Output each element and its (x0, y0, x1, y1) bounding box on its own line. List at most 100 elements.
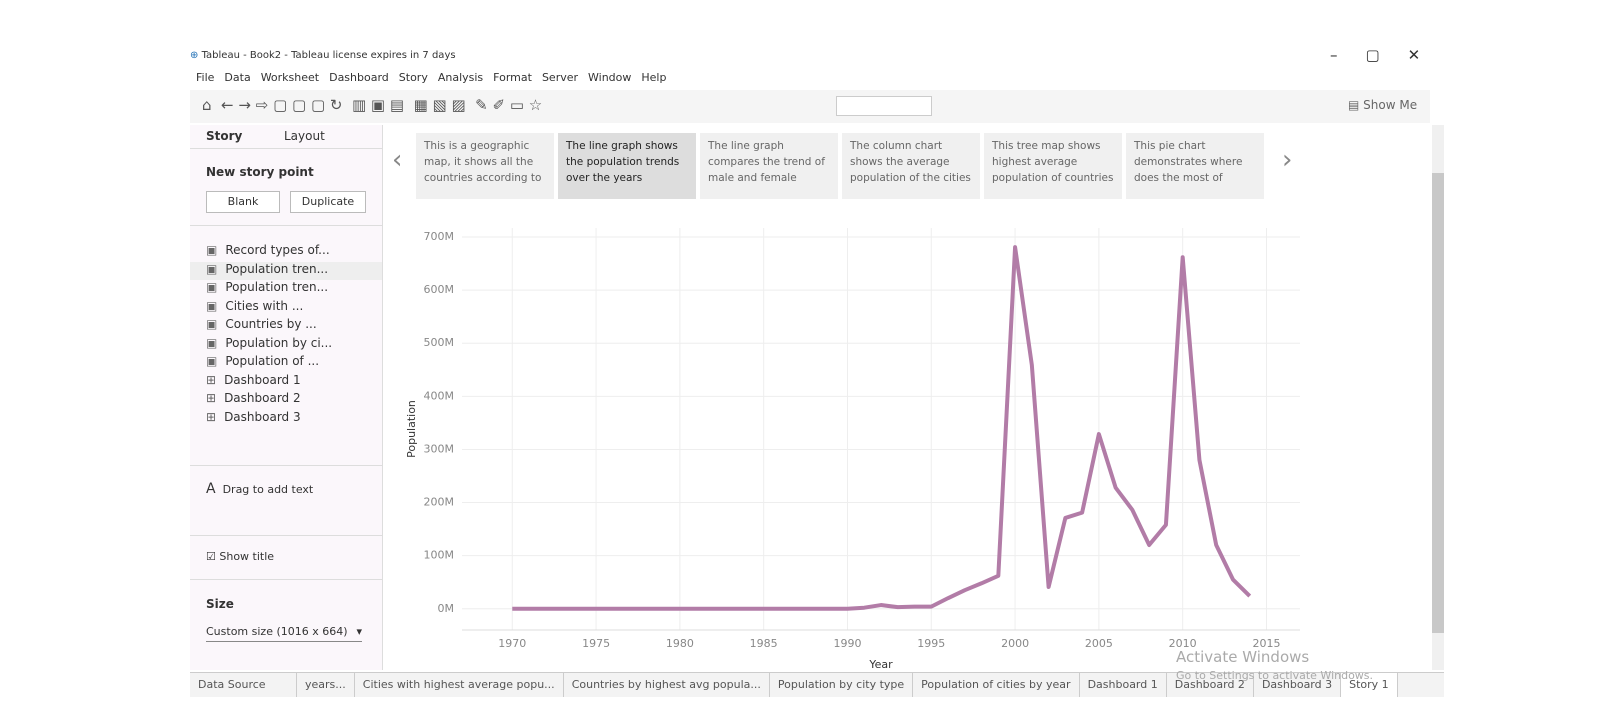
y-tick-label: 200M (424, 496, 455, 509)
sheet-item[interactable]: ▣ Population of ... (190, 354, 382, 373)
sheet-item[interactable]: ▣ Countries by ... (190, 317, 382, 336)
tab[interactable]: Story (206, 129, 243, 143)
show-me-text: Show Me (1363, 98, 1418, 112)
x-tick-label: 2000 (1001, 637, 1029, 650)
sheet-item[interactable]: ⊞ Dashboard 2 (190, 391, 382, 410)
menu-item[interactable]: Server (541, 71, 579, 84)
sheet-tab[interactable]: Cities with highest average popu... (355, 673, 564, 697)
sheet-item[interactable]: ▣ Population tren... (190, 261, 382, 280)
next-arrow[interactable]: › (1282, 145, 1293, 175)
sheet-name: Countries by ... (225, 317, 317, 331)
sheet-name: Record types of... (225, 243, 330, 257)
sheet-name: Cities with ... (225, 298, 304, 313)
sheet-tab[interactable]: Dashboard 3 (1254, 673, 1342, 697)
sheet-name: Dashboard 3 (224, 409, 301, 424)
menu-item[interactable]: File (196, 71, 215, 84)
x-tick-label: 1980 (666, 637, 694, 650)
sheet-name: Dashboard 1 (224, 372, 301, 387)
sheet-tab[interactable]: Dashboard 2 (1167, 673, 1254, 697)
sheet-tab[interactable]: Countries by highest avg popula... (564, 673, 770, 697)
sheet-icon: ▣ (206, 317, 218, 331)
tab[interactable]: Layout (284, 129, 325, 143)
menu-bar: File Data Worksheet Dashboard Story Analysis F… (196, 71, 666, 84)
story-panel: Story Layout New story point Blank Dupli… (190, 125, 383, 670)
window-controls[interactable]: –▢✕ (1330, 46, 1449, 64)
sheet-item[interactable]: ▣ Record types of... (190, 243, 382, 262)
sheet-item[interactable]: ▣ Population by ci... (190, 336, 382, 355)
sheet-tab[interactable]: Dashboard 1 (1080, 673, 1167, 697)
x-tick-label: 2010 (1169, 637, 1197, 650)
show-title[interactable]: ☑ Show title (206, 550, 275, 563)
title-text: Tableau - Book2 - Tableau license expire… (201, 50, 456, 61)
sheet-name: Population tren... (225, 280, 329, 294)
sheet-item[interactable]: ▣ Cities with ... (190, 299, 382, 318)
watermark: Go to Settings to activate Windows. (1176, 669, 1374, 682)
drag-text[interactable]: A Drag to add text (206, 481, 314, 497)
drag-text-label: Drag to add text (222, 483, 314, 496)
scrollbar[interactable] (1432, 125, 1444, 670)
sheet-tab[interactable]: years... (297, 673, 355, 697)
watermark: Activate Windows (1176, 648, 1310, 666)
toolbar-icons[interactable]: ⌂ ← → ⇨ ▢ ▢ ▢ ↻ ▥ ▣ ▤ ▦ ▧ ▨ ✎ ✐ ▭ ☆ (202, 96, 543, 114)
menu-item[interactable]: Data (224, 71, 251, 84)
story-point[interactable]: This pie chart demonstrates where does t… (1126, 133, 1264, 199)
sheet-icon: ▣ (206, 298, 218, 313)
sheet-name: Population tren... (225, 261, 329, 276)
sheet-icon: ▣ (206, 280, 218, 294)
prev-arrow[interactable]: ‹ (392, 145, 403, 175)
story-point[interactable]: This is a geographic map, it shows all t… (416, 133, 554, 199)
sheet-icon: ⊞ (206, 391, 217, 405)
x-axis-label: Year (868, 658, 893, 671)
button[interactable]: Duplicate (290, 191, 366, 213)
sheet-item[interactable]: ▣ Population tren... (190, 280, 382, 299)
menu-item[interactable]: Dashboard (329, 71, 389, 84)
menu-item[interactable]: Analysis (437, 71, 484, 84)
y-tick-label: 600M (424, 283, 455, 296)
size-dropdown[interactable]: Custom size (1016 x 664) ▾ (206, 625, 362, 642)
show-me[interactable]: ▤ Show Me (1348, 98, 1418, 112)
menu-item[interactable]: Window (588, 71, 632, 84)
story-point[interactable]: This tree map shows highest average popu… (984, 133, 1122, 199)
sheet-item[interactable]: ⊞ Dashboard 1 (190, 373, 382, 392)
sheet-tab[interactable]: Population of cities by year (913, 673, 1080, 697)
sheet-icon: ▣ (206, 243, 218, 257)
sheet-icon: ▣ (206, 335, 218, 350)
x-tick-label: 1990 (833, 637, 861, 650)
menu-item[interactable]: Story (398, 71, 428, 84)
toolbar-dropdown[interactable] (836, 96, 932, 116)
y-tick-label: 100M (424, 549, 455, 562)
x-tick-label: 1995 (917, 637, 945, 650)
data-line (512, 245, 1252, 611)
sheet-icon: ▣ (206, 261, 218, 276)
menu-item[interactable]: Format (493, 71, 532, 84)
button[interactable]: Blank (206, 191, 280, 213)
story-point[interactable]: The line graph compares the trend of mal… (700, 133, 838, 199)
sheet-tab[interactable]: Population by city type (770, 673, 914, 697)
y-tick-label: 0M (438, 602, 455, 615)
sheet-tab[interactable]: Story 1 (1341, 673, 1398, 697)
x-tick-label: 1970 (498, 637, 526, 650)
menu-item[interactable]: Help (641, 71, 667, 84)
sheet-icon: ▣ (206, 354, 218, 368)
story-point[interactable]: The line graph shows the population tren… (558, 133, 696, 199)
story-point[interactable]: The column chart shows the average popul… (842, 133, 980, 199)
x-tick-label: 1985 (750, 637, 778, 650)
section-title: New story point (206, 165, 314, 179)
show-title-label: Show title (219, 550, 275, 563)
sheet-name: Population by ci... (225, 335, 333, 350)
menu-item[interactable]: Worksheet (260, 71, 320, 84)
window-title: ⊕ Tableau - Book2 - Tableau license expi… (190, 50, 456, 61)
size-label: Size (206, 597, 234, 611)
chart: 0M 100M 200M 300M 400M 500M 600M 700M 1970 1975 19… (405, 228, 1300, 671)
y-tick-label: 700M (424, 230, 455, 243)
sheet-icon: ⊞ (206, 372, 217, 387)
sheet-tab[interactable]: Data Source (190, 673, 297, 697)
sheet-icon: ⊞ (206, 409, 217, 424)
sheet-tabs: Data Source years... Cities with highest a… (190, 672, 1444, 697)
sheet-item[interactable]: ⊞ Dashboard 3 (190, 410, 382, 429)
x-tick-label: 1975 (582, 637, 610, 650)
x-tick-label: 2005 (1085, 637, 1113, 650)
toolbar: ⌂ ← → ⇨ ▢ ▢ ▢ ↻ ▥ ▣ ▤ ▦ ▧ ▨ ✎ ✐ ▭ ☆ ▤ Sh… (190, 90, 1430, 123)
story-navigator: ‹ › This is a geographic map, it shows a… (384, 125, 1314, 210)
